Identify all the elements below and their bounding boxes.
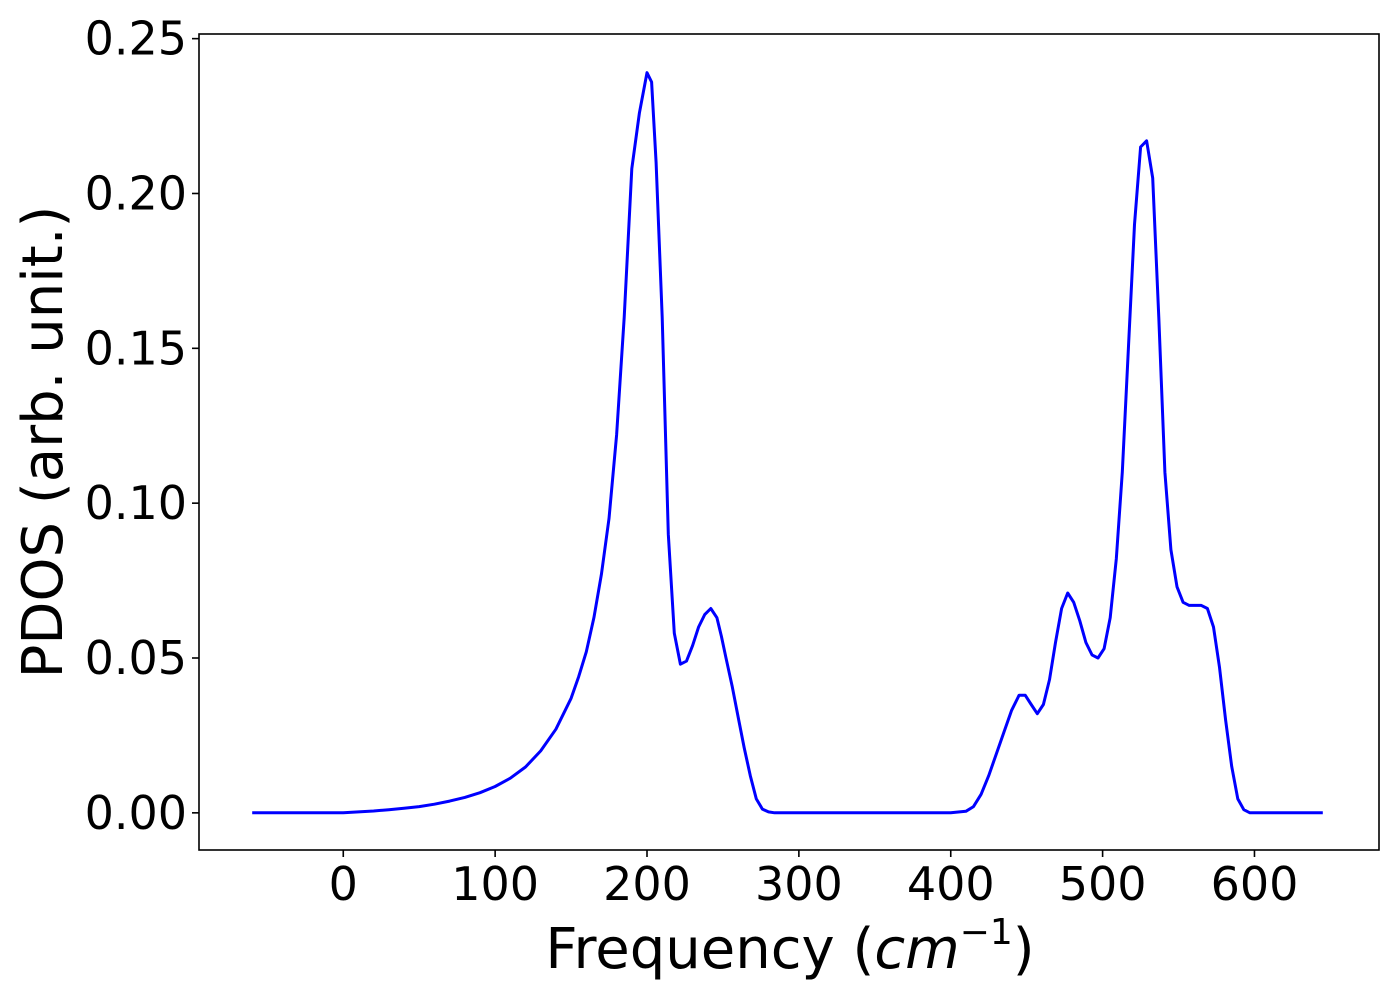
x-tick-label: 600	[1211, 857, 1299, 911]
pdos-series-line	[252, 71, 1323, 815]
x-tick-label: 500	[1059, 857, 1147, 911]
x-tick-label: 400	[907, 857, 995, 911]
y-tick-label: 0.15	[85, 321, 187, 375]
y-tick-label: 0.05	[85, 631, 187, 685]
y-axis-title: PDOS (arb. unit.)	[11, 206, 76, 679]
y-tick-label: 0.20	[85, 166, 187, 220]
x-tick-label: 300	[755, 857, 843, 911]
y-tick-label: 0.25	[85, 12, 187, 66]
y-axis: 0.00 0.05 0.10 0.15 0.20 0.25	[85, 12, 199, 840]
y-tick-label: 0.10	[85, 476, 187, 530]
x-tick-label: 0	[329, 857, 358, 911]
x-tick-label: 100	[451, 857, 539, 911]
y-tick-label: 0.00	[85, 786, 187, 840]
x-axis-title: Frequency (cm−1)	[545, 912, 1034, 982]
plot-area	[198, 33, 1380, 851]
x-axis: 0 100 200 300 400 500 600	[329, 850, 1299, 911]
x-tick-label: 200	[603, 857, 691, 911]
